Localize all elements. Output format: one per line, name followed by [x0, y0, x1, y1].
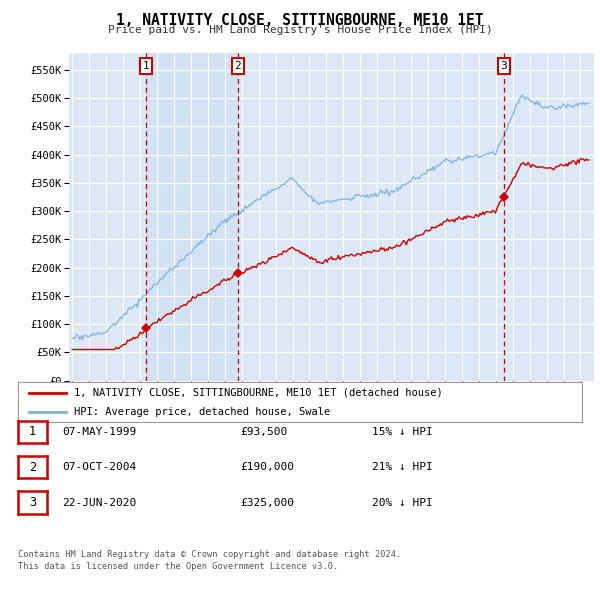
Text: 2: 2 [235, 61, 241, 71]
Text: 3: 3 [29, 496, 36, 509]
Text: 15% ↓ HPI: 15% ↓ HPI [372, 427, 433, 437]
Text: 3: 3 [500, 61, 507, 71]
Text: 1: 1 [143, 61, 149, 71]
Text: 07-MAY-1999: 07-MAY-1999 [62, 427, 136, 437]
Text: 20% ↓ HPI: 20% ↓ HPI [372, 498, 433, 507]
Text: 1: 1 [29, 425, 36, 438]
Text: Contains HM Land Registry data © Crown copyright and database right 2024.: Contains HM Land Registry data © Crown c… [18, 550, 401, 559]
Text: £325,000: £325,000 [240, 498, 294, 507]
Text: This data is licensed under the Open Government Licence v3.0.: This data is licensed under the Open Gov… [18, 562, 338, 571]
Text: 1, NATIVITY CLOSE, SITTINGBOURNE, ME10 1ET: 1, NATIVITY CLOSE, SITTINGBOURNE, ME10 1… [116, 13, 484, 28]
Text: 22-JUN-2020: 22-JUN-2020 [62, 498, 136, 507]
Text: HPI: Average price, detached house, Swale: HPI: Average price, detached house, Swal… [74, 407, 331, 417]
Text: 1, NATIVITY CLOSE, SITTINGBOURNE, ME10 1ET (detached house): 1, NATIVITY CLOSE, SITTINGBOURNE, ME10 1… [74, 388, 443, 398]
Text: Price paid vs. HM Land Registry's House Price Index (HPI): Price paid vs. HM Land Registry's House … [107, 25, 493, 35]
Text: £190,000: £190,000 [240, 463, 294, 472]
Text: 07-OCT-2004: 07-OCT-2004 [62, 463, 136, 472]
Text: £93,500: £93,500 [240, 427, 287, 437]
Text: 2: 2 [29, 461, 36, 474]
Text: 21% ↓ HPI: 21% ↓ HPI [372, 463, 433, 472]
Bar [146, 53, 238, 381]
